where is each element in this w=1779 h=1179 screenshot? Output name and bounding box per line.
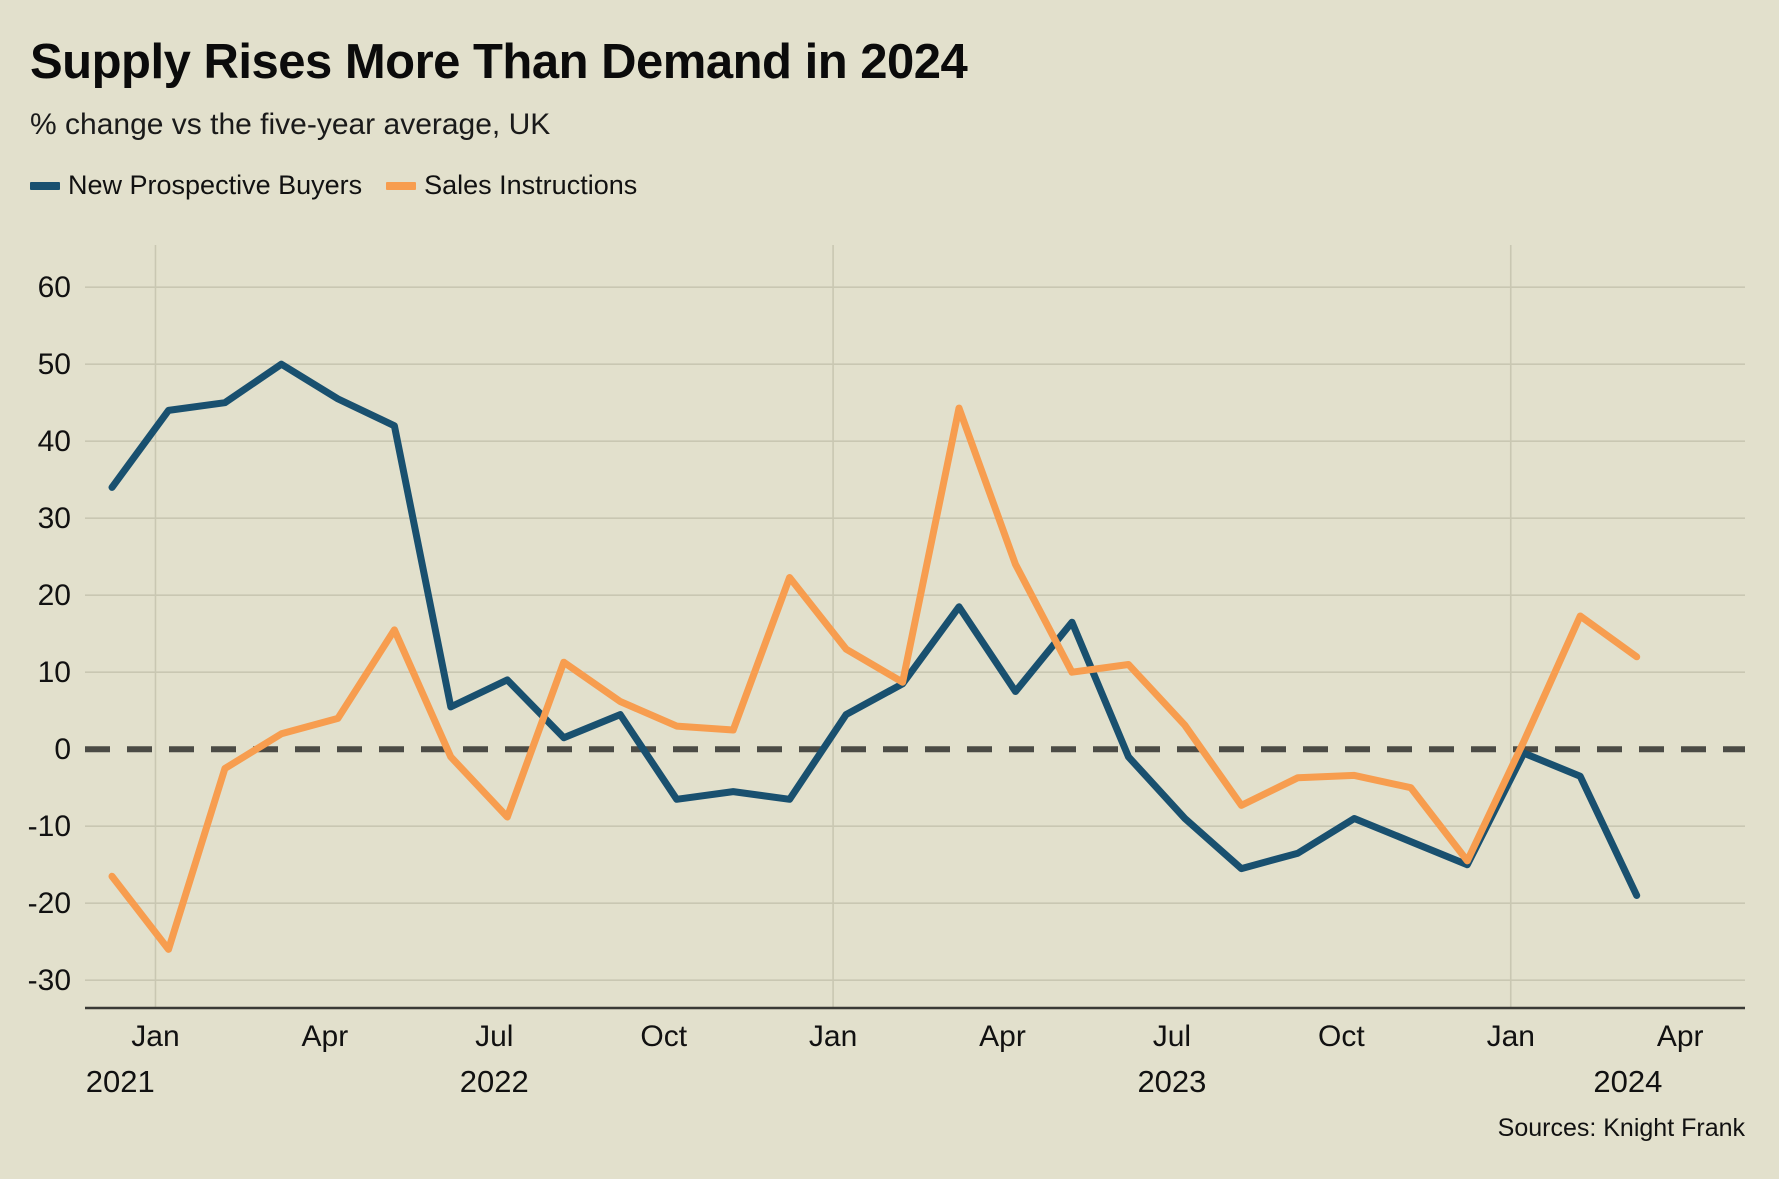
buyers-line-swatch-icon xyxy=(30,181,60,190)
x-axis-labels: Jan Apr Jul Oct Jan Apr Jul Oct Jan Apr xyxy=(131,1020,1703,1053)
y-tick-label: 30 xyxy=(38,502,71,535)
y-tick-label: 10 xyxy=(38,656,71,689)
chart-legend: New Prospective Buyers Sales Instruction… xyxy=(30,170,651,201)
x-tick-label: Jul xyxy=(1153,1020,1191,1053)
x-tick-label: Apr xyxy=(302,1020,349,1053)
legend-label-instructions: Sales Instructions xyxy=(424,170,638,200)
x-tick-label: Apr xyxy=(1657,1020,1704,1053)
legend-label-buyers: New Prospective Buyers xyxy=(68,170,363,200)
x-tick-label: Jan xyxy=(809,1020,857,1053)
y-tick-label: 50 xyxy=(38,348,71,381)
y-tick-label: 20 xyxy=(38,579,71,612)
chart-subtitle: % change vs the five-year average, UK xyxy=(30,108,551,141)
year-label: 2021 xyxy=(86,1064,155,1099)
x-tick-label: Apr xyxy=(979,1020,1026,1053)
x-tick-label: Jan xyxy=(1487,1020,1535,1053)
y-tick-label: -10 xyxy=(28,810,71,843)
series-lines xyxy=(108,360,1641,953)
x-tick-label: Jul xyxy=(475,1020,513,1053)
year-label: 2023 xyxy=(1137,1064,1206,1099)
legend-item-instructions: Sales Instructions xyxy=(386,170,637,201)
x-tick-label: Jan xyxy=(131,1020,179,1053)
year-label: 2022 xyxy=(460,1064,529,1099)
buyers-line xyxy=(108,360,1641,899)
y-tick-label: 0 xyxy=(54,733,71,766)
y-tick-label: -30 xyxy=(28,964,71,997)
instructions-line xyxy=(108,404,1641,953)
y-tick-label: 40 xyxy=(38,425,71,458)
source-note: Sources: Knight Frank xyxy=(1498,1114,1746,1142)
year-gridlines xyxy=(154,245,1512,1008)
page-title: Supply Rises More Than Demand in 2024 xyxy=(30,35,968,89)
legend-item-buyers: New Prospective Buyers xyxy=(30,170,362,201)
x-tick-label: Oct xyxy=(1318,1020,1365,1053)
year-labels: 2021 2022 2023 2024 xyxy=(86,1064,1663,1099)
y-gridlines xyxy=(85,286,1745,982)
year-label: 2024 xyxy=(1593,1064,1662,1099)
x-tick-label: Oct xyxy=(640,1020,687,1053)
y-axis-labels: 60 50 40 30 20 10 0 -10 -20 -30 xyxy=(28,271,71,997)
y-tick-label: 60 xyxy=(38,271,71,304)
y-tick-label: -20 xyxy=(28,887,71,920)
instructions-line-swatch-icon xyxy=(386,181,417,190)
